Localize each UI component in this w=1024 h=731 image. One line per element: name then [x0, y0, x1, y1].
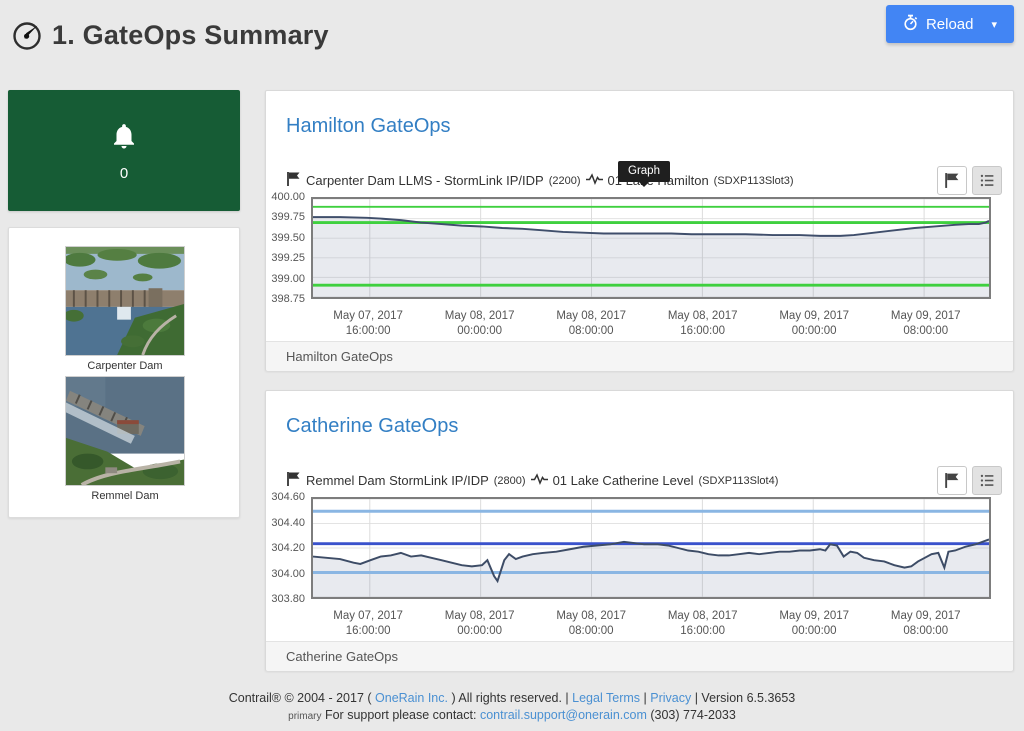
sensor-link[interactable]: 01 Lake Catherine Level — [552, 473, 694, 488]
flag-toggle-button[interactable] — [937, 466, 967, 495]
sensor-row: Carpenter Dam LLMS - StormLink IP/IDP (2… — [286, 171, 794, 190]
sensor-slot: (SDXP113Slot3) — [713, 174, 794, 187]
support-email-link[interactable]: contrail.support@onerain.com — [479, 708, 647, 722]
catherine-chart: 304.60 304.40 304.20 304.00 303.80 May 07, 2… — [266, 491, 1015, 639]
x-tick-label: May 09, 2017 00:00:00 — [779, 610, 850, 637]
dam-photo-label: Carpenter Dam — [87, 360, 163, 372]
panel-footer: Hamilton GateOps — [266, 341, 1013, 371]
dam-images-card: Carpenter Dam Remmel Dam — [8, 227, 240, 518]
list-toggle-button[interactable] — [972, 466, 1002, 495]
list-toggle-button[interactable] — [972, 166, 1002, 195]
y-tick-label: 303.80 — [271, 593, 305, 605]
x-axis-labels: May 07, 2017 16:00:00 May 08, 2017 00:00:00… — [266, 309, 1015, 341]
y-axis-labels: 304.60 304.40 304.20 304.00 303.80 — [266, 491, 308, 605]
x-tick-label: May 09, 2017 08:00:00 — [890, 310, 961, 337]
x-tick-label: May 08, 2017 16:00:00 — [667, 310, 738, 337]
station-id: (2800) — [493, 474, 526, 487]
panel-hamilton-gateops: Hamilton GateOps Carpenter Dam LLMS - St… — [265, 90, 1014, 371]
flag-icon — [286, 171, 301, 190]
panel-catherine-gateops: Catherine GateOps Remmel Dam StormLink I… — [265, 390, 1014, 671]
page-title: 1. GateOps Summary — [52, 19, 329, 50]
x-tick-label: May 09, 2017 08:00:00 — [890, 610, 961, 637]
pulse-icon — [585, 172, 603, 189]
site-footer: Contrail® © 2004 - 2017 ( OneRain Inc. )… — [0, 691, 1024, 722]
footer-copyright-text: Contrail® © 2004 - 2017 ( — [228, 691, 372, 705]
alert-summary-card[interactable]: 0 — [8, 90, 240, 211]
onerain-link[interactable]: OneRain Inc. — [375, 691, 448, 705]
footer-rights-text: ) All rights reserved. | — [451, 691, 569, 705]
reload-label: Reload — [925, 15, 974, 33]
footer-version: | Version 6.5.3653 — [694, 691, 796, 705]
footer-support-text: For support please contact: — [324, 708, 477, 722]
reload-button[interactable]: Reload ▾ — [886, 5, 1014, 43]
y-tick-label: 399.25 — [271, 252, 305, 265]
footer-support-phone: (303) 774-2033 — [650, 708, 736, 722]
footer-support-tag: primary — [288, 711, 322, 722]
y-tick-label: 398.75 — [271, 293, 305, 305]
footer-support-line: primary For support please contact: cont… — [0, 708, 1024, 722]
graph-tooltip: Graph — [618, 161, 670, 187]
panel-footer: Catherine GateOps — [266, 641, 1013, 671]
y-tick-label: 304.00 — [271, 567, 305, 580]
y-tick-label: 400.00 — [271, 191, 305, 203]
chart-plot-area[interactable] — [311, 497, 991, 599]
station-link[interactable]: Remmel Dam StormLink IP/IDP — [306, 473, 489, 488]
chart-plot-area[interactable] — [311, 197, 991, 299]
x-tick-label: May 07, 2017 16:00:00 — [333, 610, 403, 637]
privacy-link[interactable]: Privacy — [650, 691, 692, 705]
bell-icon — [109, 120, 139, 157]
x-tick-label: May 08, 2017 00:00:00 — [444, 610, 515, 637]
gauge-icon — [10, 18, 44, 52]
legal-terms-link[interactable]: Legal Terms — [572, 691, 641, 705]
y-tick-label: 304.20 — [271, 542, 305, 554]
flag-toggle-button[interactable] — [937, 166, 967, 195]
footer-separator: | — [643, 691, 647, 705]
chevron-down-icon[interactable]: ▾ — [991, 18, 998, 31]
x-tick-label: May 08, 2017 00:00:00 — [444, 310, 515, 337]
x-tick-label: May 08, 2017 08:00:00 — [556, 610, 626, 637]
x-tick-label: May 07, 2017 16:00:00 — [333, 310, 403, 337]
sensor-slot: (SDXP113Slot4) — [698, 474, 779, 487]
y-tick-label: 399.75 — [271, 211, 305, 224]
pulse-icon — [530, 472, 548, 489]
x-tick-label: May 08, 2017 08:00:00 — [556, 310, 626, 337]
y-tick-label: 304.40 — [271, 516, 305, 529]
y-axis-labels: 400.00 399.75 399.50 399.25 399.00 398.75 — [266, 191, 308, 305]
x-tick-label: May 08, 2017 16:00:00 — [667, 610, 738, 637]
alert-count: 0 — [119, 164, 129, 182]
panel-title: Catherine GateOps — [286, 415, 459, 437]
panel-title: Hamilton GateOps — [286, 115, 451, 137]
page-header: 1. GateOps Summary — [10, 18, 329, 52]
x-tick-label: May 09, 2017 00:00:00 — [779, 310, 850, 337]
y-tick-label: 399.00 — [271, 272, 305, 285]
footer-copyright-line: Contrail® © 2004 - 2017 ( OneRain Inc. )… — [0, 691, 1024, 705]
y-tick-label: 304.60 — [271, 491, 305, 503]
hamilton-chart: 400.00 399.75 399.50 399.25 399.00 398.75 May… — [266, 191, 1015, 339]
station-link[interactable]: Carpenter Dam LLMS - StormLink IP/IDP — [306, 173, 544, 188]
carpenter-dam-photo[interactable] — [65, 246, 185, 356]
stopwatch-icon — [903, 14, 918, 35]
x-axis-labels: May 07, 2017 16:00:00 May 08, 2017 00:00:00… — [266, 609, 1015, 641]
flag-icon — [286, 471, 301, 490]
sensor-row: Remmel Dam StormLink IP/IDP (2800) 01 La… — [286, 471, 778, 490]
station-id: (2200) — [548, 174, 581, 187]
remmel-dam-photo[interactable] — [65, 376, 185, 486]
y-tick-label: 399.50 — [271, 231, 305, 244]
dam-photo-label: Remmel Dam — [91, 490, 159, 502]
